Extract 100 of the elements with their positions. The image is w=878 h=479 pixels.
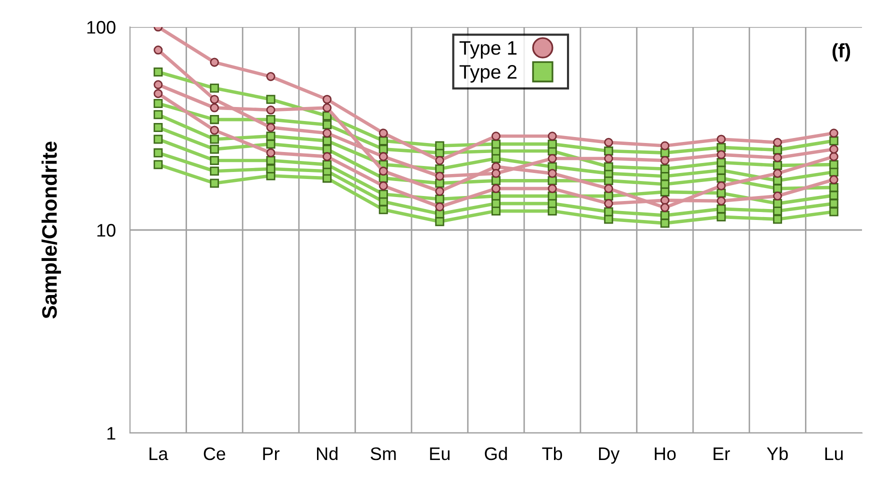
point — [154, 134, 163, 144]
point — [773, 214, 782, 224]
point — [210, 144, 219, 154]
point — [829, 199, 838, 208]
point — [322, 160, 332, 170]
point — [829, 175, 838, 184]
point — [548, 140, 557, 149]
point — [210, 134, 219, 144]
point — [491, 168, 501, 178]
point — [829, 182, 838, 192]
x-tick-label: Pr — [263, 448, 280, 460]
point — [378, 190, 388, 199]
point — [829, 128, 838, 138]
point — [773, 168, 782, 178]
point — [716, 204, 726, 214]
x-tick-label: Lu — [825, 448, 843, 460]
annotation: (f) — [832, 43, 850, 62]
point — [548, 154, 557, 164]
point — [154, 148, 163, 158]
x-tick-label: Sm — [370, 447, 396, 460]
point — [491, 184, 501, 194]
point — [435, 209, 444, 218]
point — [604, 146, 614, 156]
point — [660, 180, 670, 189]
point — [773, 153, 782, 162]
point — [829, 207, 838, 216]
point — [154, 160, 163, 170]
point — [266, 156, 276, 165]
point — [154, 89, 163, 98]
point — [660, 156, 670, 165]
y-tick-label: 100 — [87, 20, 116, 34]
point — [210, 126, 219, 135]
point — [322, 128, 332, 138]
point — [773, 192, 782, 201]
point — [773, 176, 782, 186]
point — [435, 141, 444, 150]
point — [322, 111, 332, 120]
x-tick-label: La — [150, 448, 168, 460]
point — [491, 140, 501, 149]
point — [604, 199, 614, 208]
point — [210, 178, 219, 188]
point — [210, 156, 219, 165]
point — [154, 46, 163, 55]
x-tick-label: Eu — [430, 448, 450, 460]
point — [716, 181, 726, 190]
point — [210, 58, 219, 67]
point — [716, 158, 726, 168]
point — [266, 164, 276, 174]
x-tick-label: Ho — [654, 448, 676, 460]
point — [210, 166, 219, 176]
point — [435, 156, 444, 165]
point — [210, 103, 219, 112]
point — [716, 150, 726, 160]
point — [435, 186, 444, 196]
point — [378, 166, 388, 176]
legend-label: Type 2 — [460, 65, 516, 83]
point — [829, 144, 838, 154]
point — [716, 212, 726, 222]
point — [210, 94, 219, 104]
point — [716, 196, 726, 206]
x-tick-label: Nd — [317, 446, 338, 460]
point — [604, 184, 614, 194]
y-tick-label: 1 — [107, 427, 116, 440]
y-tick-label: 10 — [97, 224, 116, 237]
point — [322, 136, 332, 146]
x-tick-label: Yb — [766, 446, 788, 460]
point — [154, 122, 163, 132]
point — [378, 136, 388, 146]
point — [491, 132, 501, 141]
point — [604, 162, 614, 172]
point — [660, 196, 670, 205]
x-tick-label: Gd — [484, 446, 507, 460]
point — [660, 203, 670, 212]
point — [154, 98, 163, 108]
point — [154, 68, 163, 77]
y-axis-title: Sample/Chondrite — [42, 142, 61, 319]
point — [266, 115, 276, 124]
point — [548, 192, 557, 201]
point — [266, 94, 276, 104]
point — [378, 205, 388, 214]
point — [660, 164, 670, 174]
point — [773, 160, 782, 170]
point — [435, 202, 444, 212]
point — [266, 140, 276, 149]
point — [378, 181, 388, 190]
point — [154, 80, 163, 90]
point — [322, 152, 332, 162]
point — [829, 136, 838, 146]
point — [604, 207, 614, 216]
point — [266, 122, 276, 132]
x-tick-label: Tb — [542, 446, 562, 460]
point — [716, 134, 726, 144]
point — [266, 106, 276, 115]
point — [660, 141, 670, 150]
point — [322, 94, 332, 104]
point — [154, 110, 163, 120]
x-tick-label: Er — [714, 448, 730, 460]
point — [435, 172, 444, 181]
point — [829, 190, 838, 200]
x-tick-label: Ce — [204, 447, 226, 460]
